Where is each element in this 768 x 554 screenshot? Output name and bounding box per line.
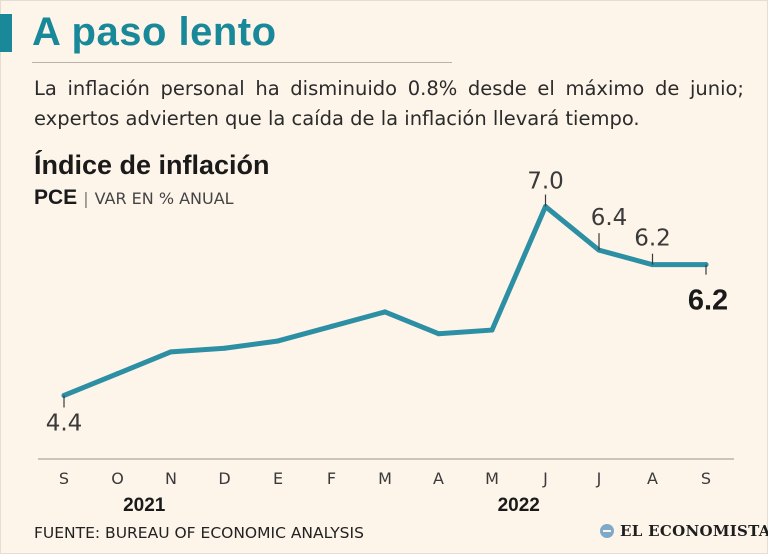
unit-label: VAR EN % ANUAL bbox=[94, 189, 234, 208]
pce-series-line bbox=[61, 204, 709, 398]
year-label: 2021 bbox=[123, 495, 166, 516]
data-point bbox=[489, 327, 495, 333]
title-accent-bar bbox=[0, 14, 12, 52]
source-note: FUENTE: BUREAU OF ECONOMIC ANALYSIS bbox=[34, 524, 364, 542]
data-label: 6.2 bbox=[688, 285, 728, 317]
data-point bbox=[115, 371, 120, 377]
globe-icon bbox=[600, 524, 614, 538]
data-point bbox=[436, 331, 441, 337]
x-tick-label: A bbox=[647, 469, 658, 488]
x-tick-label: N bbox=[165, 469, 177, 488]
x-tick-label: S bbox=[701, 469, 711, 488]
x-tick-label: E bbox=[273, 469, 283, 488]
x-tick-label: M bbox=[378, 469, 392, 488]
x-tick-label: A bbox=[433, 469, 444, 488]
x-tick-label: D bbox=[218, 469, 230, 488]
chart-subtitle: PCE | VAR EN % ANUAL bbox=[34, 186, 234, 210]
year-label: 2022 bbox=[498, 495, 540, 516]
data-point bbox=[382, 309, 388, 315]
x-tick-label: M bbox=[485, 469, 499, 488]
data-point bbox=[329, 323, 334, 329]
x-tick-label: O bbox=[111, 469, 124, 488]
x-tick-label: S bbox=[59, 469, 69, 488]
data-label: 6.4 bbox=[591, 205, 628, 231]
series-label: PCE bbox=[34, 186, 78, 209]
separator: | bbox=[83, 189, 89, 208]
data-point bbox=[168, 349, 174, 355]
x-tick-label: J bbox=[596, 469, 602, 488]
brand-name: EL ECONOMISTA bbox=[620, 522, 768, 540]
data-label: 4.4 bbox=[46, 410, 83, 436]
x-tick-label: J bbox=[542, 469, 548, 488]
data-point bbox=[275, 338, 281, 344]
title-divider bbox=[32, 62, 452, 63]
data-point bbox=[222, 345, 227, 351]
brand-logo: EL ECONOMISTA bbox=[600, 522, 768, 540]
data-label: 7.0 bbox=[527, 169, 564, 195]
x-tick-label: F bbox=[327, 469, 336, 488]
page-title: A paso lento bbox=[32, 10, 277, 54]
subtitle: La inflación personal ha disminuido 0.8%… bbox=[34, 77, 744, 130]
chart-title: Índice de inflación bbox=[34, 150, 270, 180]
data-label: 6.2 bbox=[634, 226, 671, 252]
